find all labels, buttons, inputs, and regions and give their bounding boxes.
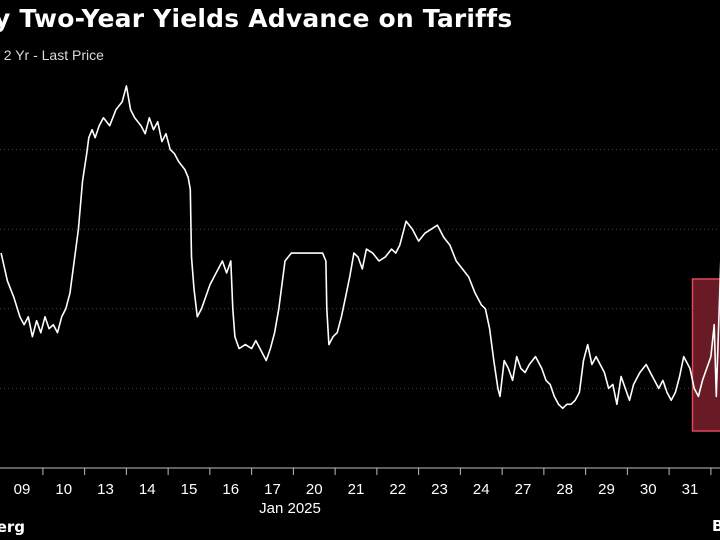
x-tick-label: 22 xyxy=(389,481,406,498)
x-tick-label: 20 xyxy=(306,481,323,498)
x-tick-label: 31 xyxy=(682,481,699,498)
x-tick-label: 17 xyxy=(264,481,281,498)
x-tick-label: 28 xyxy=(556,481,573,498)
x-tick-label: 14 xyxy=(139,481,156,498)
x-tick-label: 09 xyxy=(14,481,31,498)
x-tick-label: 24 xyxy=(473,481,490,498)
chart-subtitle: t 2 Yr - Last Price xyxy=(0,47,104,63)
x-tick-label: 23 xyxy=(431,481,448,498)
x-tick-label: 29 xyxy=(598,481,615,498)
source-label-right: B xyxy=(712,517,720,535)
series-line-group xyxy=(0,85,720,410)
x-tick-label: 16 xyxy=(222,481,239,498)
series-line xyxy=(0,85,720,410)
x-tick-label: 15 xyxy=(181,481,198,498)
source-label: berg xyxy=(0,518,26,536)
x-axis-label: Jan 2025 xyxy=(259,500,321,517)
x-tick-label: 13 xyxy=(97,481,114,498)
x-tick-label: 27 xyxy=(515,481,532,498)
chart-title: y Two-Year Yields Advance on Tariffs xyxy=(0,4,513,33)
gridlines xyxy=(0,149,720,389)
x-axis: 09101314151617202122232427282930310Jan 2… xyxy=(0,467,720,517)
x-tick-label: 30 xyxy=(640,481,657,498)
x-tick-label: 10 xyxy=(55,481,72,498)
x-tick-label: 21 xyxy=(348,481,365,498)
